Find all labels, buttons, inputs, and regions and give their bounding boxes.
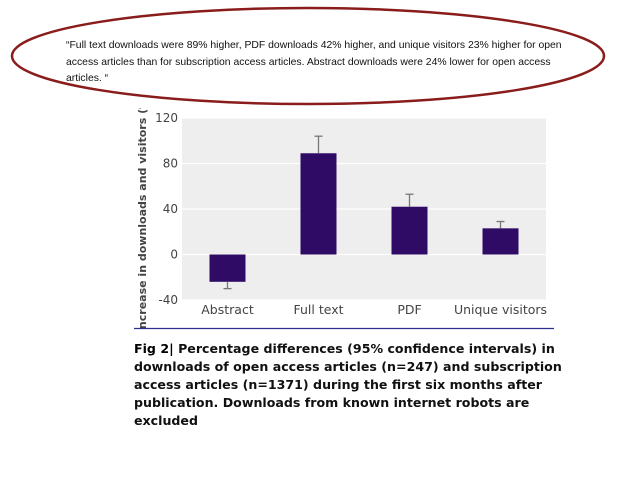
- figure-caption: Fig 2| Percentage differences (95% confi…: [134, 340, 564, 430]
- y-tick-label: -40: [158, 293, 178, 307]
- highlight-ellipse: [10, 6, 606, 106]
- y-tick-label: 40: [163, 202, 178, 216]
- bar: [300, 153, 337, 255]
- bar-chart: 120 80 40 0 -40 Abstract Full text PDF Unique v…: [134, 108, 554, 330]
- y-tick-label: 0: [170, 248, 178, 262]
- x-tick-label: Unique visitors: [454, 302, 547, 317]
- y-tick-label: 80: [163, 157, 178, 171]
- x-tick-label: Abstract: [201, 302, 254, 317]
- x-tick-label: Full text: [293, 302, 343, 317]
- bar: [391, 206, 428, 255]
- bar: [482, 228, 519, 255]
- quote-text: “Full text downloads were 89% higher, PD…: [66, 40, 562, 84]
- bar: [209, 254, 246, 282]
- error-bars: [223, 135, 505, 290]
- figure-label: Fig 2|: [134, 341, 174, 356]
- x-tick-label: PDF: [397, 302, 421, 317]
- bars: [209, 153, 519, 282]
- y-tick-labels: 120 80 40 0 -40: [155, 111, 178, 307]
- x-tick-labels: Abstract Full text PDF Unique visitors: [201, 302, 547, 317]
- grid-lines: [182, 117, 546, 301]
- y-tick-label: 120: [155, 111, 178, 125]
- caption-text: Percentage differences (95% confidence i…: [134, 341, 562, 428]
- y-axis-label: Increase in downloads and visitors (%): [136, 108, 149, 330]
